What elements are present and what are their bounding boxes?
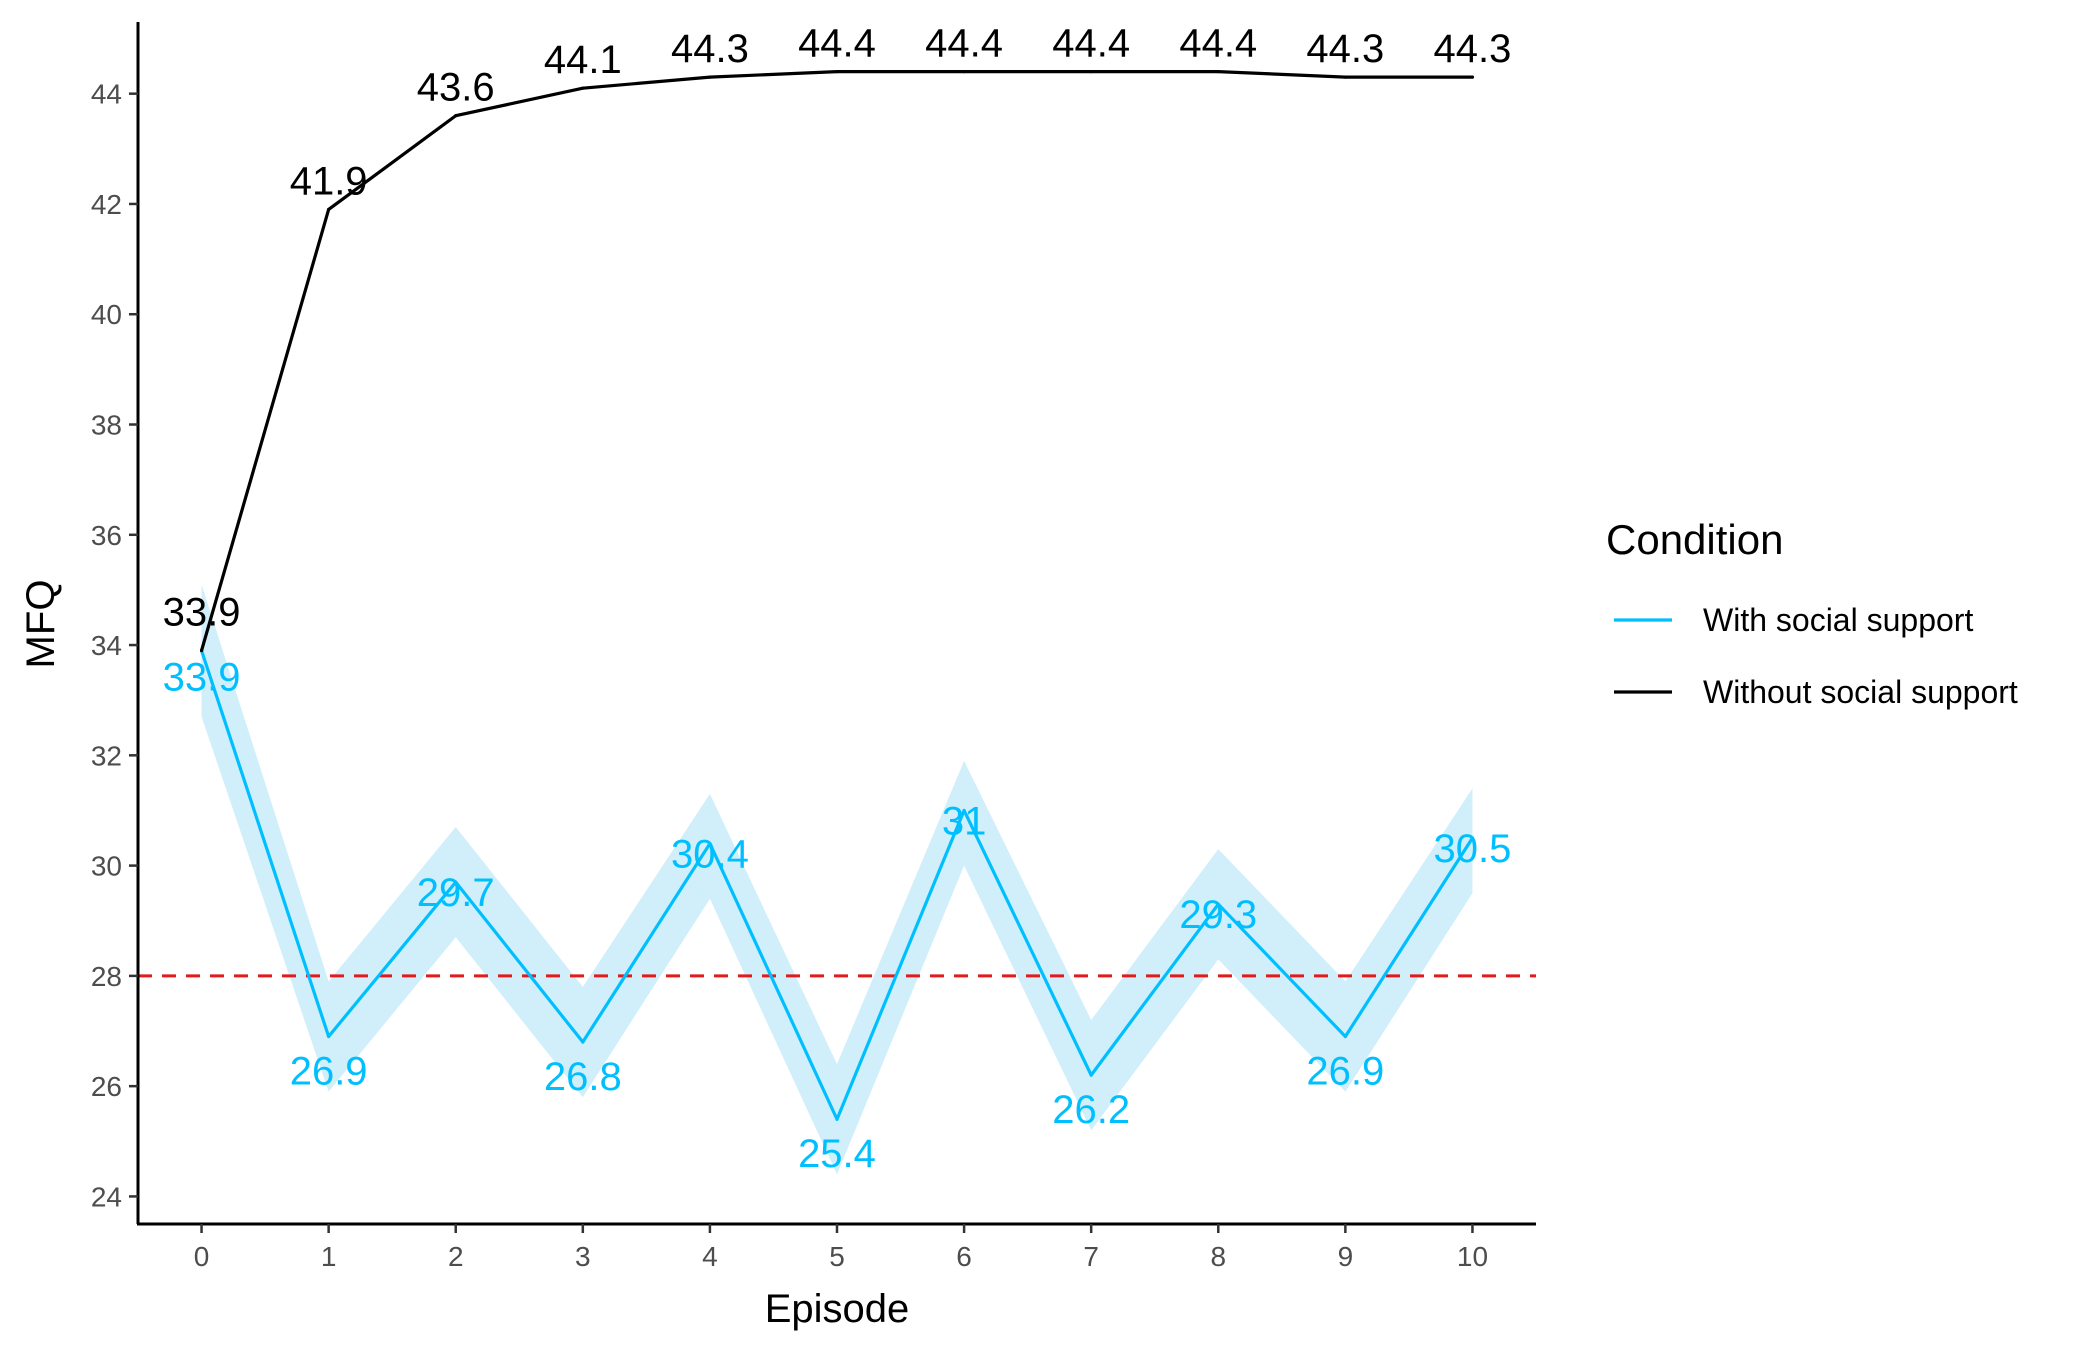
data-label-1-2: 43.6: [417, 66, 495, 110]
data-label-layer: 33.9 26.9 29.7 26.8 30.4 25.4 31 26.2 29.3 26.9 30…: [163, 22, 1512, 1177]
data-label-1-6: 44.4: [925, 22, 1003, 66]
legend-items: With social support Without social suppor…: [1614, 602, 2018, 710]
legend-label-0: With social support: [1703, 602, 1973, 638]
data-label-1-10: 44.3: [1434, 27, 1512, 71]
data-point-1-1: [327, 207, 331, 212]
x-tick-label-2: 2: [448, 1241, 464, 1272]
data-label-1-9: 44.3: [1306, 27, 1384, 71]
data-point-1-10: [1470, 75, 1475, 79]
data-point-0-4: [708, 841, 712, 846]
y-tick-label-9: 42: [91, 189, 122, 220]
y-tick-label-8: 40: [91, 299, 122, 330]
data-label-1-3: 44.1: [544, 38, 622, 82]
x-axis-title: Episode: [765, 1287, 910, 1331]
x-tick-label-8: 8: [1210, 1241, 1226, 1272]
data-point-1-7: [1089, 70, 1093, 74]
data-label-1-1: 41.9: [290, 159, 368, 203]
data-point-0-2: [454, 880, 458, 884]
data-label-0-8: 29.3: [1179, 893, 1257, 937]
x-tick-label-3: 3: [575, 1241, 591, 1272]
y-tick-label-4: 32: [91, 740, 122, 771]
confidence-band-0: [201, 584, 1473, 1175]
series-line-0: [200, 650, 1474, 1121]
data-point-1-3: [581, 86, 585, 90]
data-label-0-0: 33.9: [163, 656, 241, 700]
data-point-0-9: [1343, 1034, 1347, 1039]
data-label-0-1: 26.9: [290, 1050, 368, 1094]
confidence-band-layer: [201, 584, 1473, 1175]
legend: Condition With social support Without soc…: [1606, 516, 2018, 710]
series-line-1: [200, 70, 1473, 652]
y-tick-label-5: 34: [91, 630, 122, 661]
y-tick-label-10: 44: [91, 79, 122, 110]
y-tick-label-7: 38: [91, 410, 122, 441]
data-label-0-3: 26.8: [544, 1055, 622, 1099]
x-tick-label-4: 4: [702, 1241, 718, 1272]
data-label-0-2: 29.7: [417, 871, 495, 915]
data-point-0-3: [581, 1040, 585, 1044]
data-point-0-7: [1089, 1073, 1093, 1077]
x-tick-label-5: 5: [829, 1241, 845, 1272]
data-point-1-4: [708, 75, 712, 79]
x-tick-label-10: 10: [1457, 1241, 1488, 1272]
y-axis-title: MFQ: [19, 580, 63, 669]
y-tick-label-1: 26: [91, 1071, 122, 1102]
data-label-1-5: 44.4: [798, 22, 876, 66]
data-label-0-4: 30.4: [671, 833, 749, 877]
data-point-1-2: [454, 114, 458, 118]
x-tick-label-6: 6: [956, 1241, 972, 1272]
data-label-0-6: 31: [942, 799, 987, 843]
x-tick-label-1: 1: [321, 1241, 337, 1272]
data-label-1-8: 44.4: [1179, 22, 1257, 66]
data-point-0-6: [962, 808, 966, 813]
data-label-0-5: 25.4: [798, 1132, 876, 1176]
y-tick-label-6: 36: [91, 520, 122, 551]
y-tick-label-3: 30: [91, 851, 122, 882]
data-label-0-7: 26.2: [1052, 1088, 1130, 1132]
data-point-0-10: [1470, 836, 1475, 840]
data-label-1-0: 33.9: [163, 591, 241, 635]
data-label-0-10: 30.5: [1434, 827, 1512, 871]
data-label-1-7: 44.4: [1052, 22, 1130, 66]
data-point-0-8: [1216, 902, 1220, 906]
data-point-0-5: [835, 1117, 839, 1121]
data-point-1-8: [1216, 70, 1220, 74]
y-tick-label-0: 24: [91, 1181, 122, 1212]
series-line-layer: [199, 70, 1475, 1121]
data-point-1-9: [1343, 75, 1347, 79]
legend-label-1: Without social support: [1703, 674, 2018, 710]
data-point-0-1: [327, 1034, 331, 1039]
x-tick-label-9: 9: [1338, 1241, 1354, 1272]
y-tick-label-2: 28: [91, 961, 122, 992]
data-point-1-5: [835, 70, 839, 74]
data-point-1-0: [199, 648, 204, 653]
data-label-0-9: 26.9: [1306, 1050, 1384, 1094]
x-tick-label-7: 7: [1083, 1241, 1099, 1272]
data-point-1-6: [962, 70, 966, 74]
x-tick-label-0: 0: [194, 1241, 210, 1272]
legend-title: Condition: [1606, 516, 1783, 563]
data-label-1-4: 44.3: [671, 27, 749, 71]
